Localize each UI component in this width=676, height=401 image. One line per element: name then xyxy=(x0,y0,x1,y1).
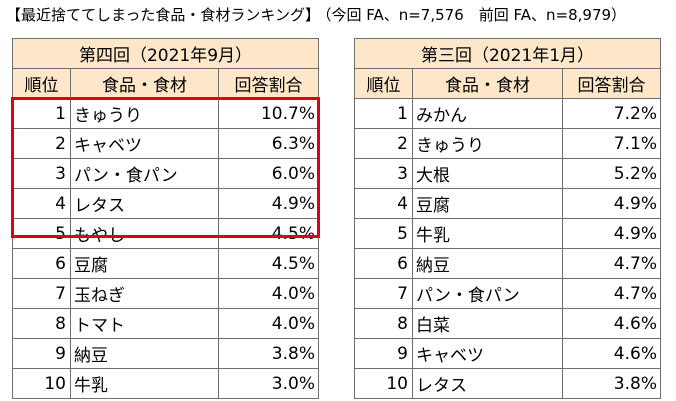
percent-cell: 4.9% xyxy=(562,218,661,249)
rank-cell: 3 xyxy=(354,158,413,189)
rank-cell: 7 xyxy=(12,278,71,309)
title-main: 【最近捨ててしまった食品・食材ランキング】 xyxy=(6,6,320,24)
table-row: 3 大根 5.2% xyxy=(354,158,661,189)
item-cell: レタス xyxy=(412,368,563,399)
item-cell: 納豆 xyxy=(412,248,563,279)
table-row: 3 パン・食パン 6.0% xyxy=(12,158,319,189)
percent-cell: 3.8% xyxy=(218,338,319,369)
table-body: 第三回（2021年1月） 順位 食品・食材 回答割合 1 みかん 7.2% 2 きゅうり… xyxy=(354,38,661,399)
percent-cell: 3.8% xyxy=(562,368,661,399)
table-row: 1 みかん 7.2% xyxy=(354,98,661,129)
header-rank: 順位 xyxy=(12,68,71,99)
rank-cell: 1 xyxy=(354,98,413,129)
item-cell: みかん xyxy=(412,98,563,129)
table-header-row: 順位 食品・食材 回答割合 xyxy=(354,68,661,99)
header-item: 食品・食材 xyxy=(70,68,219,99)
item-cell: 大根 xyxy=(412,158,563,189)
rank-cell: 2 xyxy=(354,128,413,159)
table-row: 7 パン・食パン 4.7% xyxy=(354,278,661,309)
percent-cell: 4.7% xyxy=(562,278,661,309)
item-cell: パン・食パン xyxy=(70,158,219,189)
rank-cell: 10 xyxy=(354,368,413,399)
rank-cell: 5 xyxy=(12,218,71,249)
percent-cell: 10.7% xyxy=(218,98,319,129)
percent-cell: 5.2% xyxy=(562,158,661,189)
percent-cell: 7.2% xyxy=(562,98,661,129)
table-row: 5 牛乳 4.9% xyxy=(354,218,661,249)
item-cell: キャベツ xyxy=(412,338,563,369)
header-percent: 回答割合 xyxy=(218,68,319,99)
rank-cell: 8 xyxy=(354,308,413,339)
item-cell: レタス xyxy=(70,188,219,219)
table-row: 4 レタス 4.9% xyxy=(12,188,319,219)
item-cell: もやし xyxy=(70,218,219,249)
table-row: 10 レタス 3.8% xyxy=(354,368,661,399)
item-cell: 牛乳 xyxy=(70,368,219,399)
table-caption-row: 第三回（2021年1月） xyxy=(354,38,661,69)
item-cell: 豆腐 xyxy=(412,188,563,219)
item-cell: 白菜 xyxy=(412,308,563,339)
percent-cell: 4.9% xyxy=(562,188,661,219)
percent-cell: 4.6% xyxy=(562,308,661,339)
rank-cell: 9 xyxy=(12,338,71,369)
rank-cell: 7 xyxy=(354,278,413,309)
table-row: 8 白菜 4.6% xyxy=(354,308,661,339)
item-cell: きゅうり xyxy=(70,98,219,129)
table-row: 9 キャベツ 4.6% xyxy=(354,338,661,369)
percent-cell: 4.0% xyxy=(218,278,319,309)
table-row: 2 キャベツ 6.3% xyxy=(12,128,319,159)
rank-cell: 4 xyxy=(354,188,413,219)
ranking-table-2021-01: 第三回（2021年1月） 順位 食品・食材 回答割合 1 みかん 7.2% 2 きゅうり… xyxy=(354,38,661,399)
rank-cell: 10 xyxy=(12,368,71,399)
table-row: 4 豆腐 4.9% xyxy=(354,188,661,219)
table-body: 第四回（2021年9月） 順位 食品・食材 回答割合 1 きゅうり 10.7% 2 キャ… xyxy=(12,38,319,399)
percent-cell: 7.1% xyxy=(562,128,661,159)
percent-cell: 6.0% xyxy=(218,158,319,189)
table-row: 5 もやし 4.5% xyxy=(12,218,319,249)
rank-cell: 6 xyxy=(354,248,413,279)
percent-cell: 4.9% xyxy=(218,188,319,219)
percent-cell: 4.0% xyxy=(218,308,319,339)
rank-cell: 8 xyxy=(12,308,71,339)
percent-cell: 3.0% xyxy=(218,368,319,399)
rank-cell: 1 xyxy=(12,98,71,129)
table-row: 6 豆腐 4.5% xyxy=(12,248,319,279)
ranking-table-2021-09: 第四回（2021年9月） 順位 食品・食材 回答割合 1 きゅうり 10.7% 2 キャ… xyxy=(12,38,319,399)
rank-cell: 3 xyxy=(12,158,71,189)
table-row: 6 納豆 4.7% xyxy=(354,248,661,279)
header-rank: 順位 xyxy=(354,68,413,99)
rank-cell: 5 xyxy=(354,218,413,249)
item-cell: 玉ねぎ xyxy=(70,278,219,309)
header-item: 食品・食材 xyxy=(412,68,563,99)
rank-cell: 9 xyxy=(354,338,413,369)
table-caption: 第四回（2021年9月） xyxy=(12,38,319,69)
table-row: 2 きゅうり 7.1% xyxy=(354,128,661,159)
percent-cell: 4.5% xyxy=(218,218,319,249)
table-row: 7 玉ねぎ 4.0% xyxy=(12,278,319,309)
table-row: 10 牛乳 3.0% xyxy=(12,368,319,399)
item-cell: きゅうり xyxy=(412,128,563,159)
page-title: 【最近捨ててしまった食品・食材ランキング】 （今回 FA、n=7,576 前回 F… xyxy=(6,4,626,25)
table-caption-row: 第四回（2021年9月） xyxy=(12,38,319,69)
percent-cell: 4.6% xyxy=(562,338,661,369)
table-row: 8 トマト 4.0% xyxy=(12,308,319,339)
item-cell: 納豆 xyxy=(70,338,219,369)
title-subtitle: （今回 FA、n=7,576 前回 FA、n=8,979） xyxy=(323,6,627,24)
item-cell: トマト xyxy=(70,308,219,339)
rank-cell: 4 xyxy=(12,188,71,219)
rank-cell: 2 xyxy=(12,128,71,159)
header-percent: 回答割合 xyxy=(562,68,661,99)
item-cell: パン・食パン xyxy=(412,278,563,309)
table-caption: 第三回（2021年1月） xyxy=(354,38,661,69)
percent-cell: 4.7% xyxy=(562,248,661,279)
percent-cell: 6.3% xyxy=(218,128,319,159)
item-cell: 豆腐 xyxy=(70,248,219,279)
table-header-row: 順位 食品・食材 回答割合 xyxy=(12,68,319,99)
table-row: 9 納豆 3.8% xyxy=(12,338,319,369)
item-cell: 牛乳 xyxy=(412,218,563,249)
rank-cell: 6 xyxy=(12,248,71,279)
table-row: 1 きゅうり 10.7% xyxy=(12,98,319,129)
percent-cell: 4.5% xyxy=(218,248,319,279)
item-cell: キャベツ xyxy=(70,128,219,159)
